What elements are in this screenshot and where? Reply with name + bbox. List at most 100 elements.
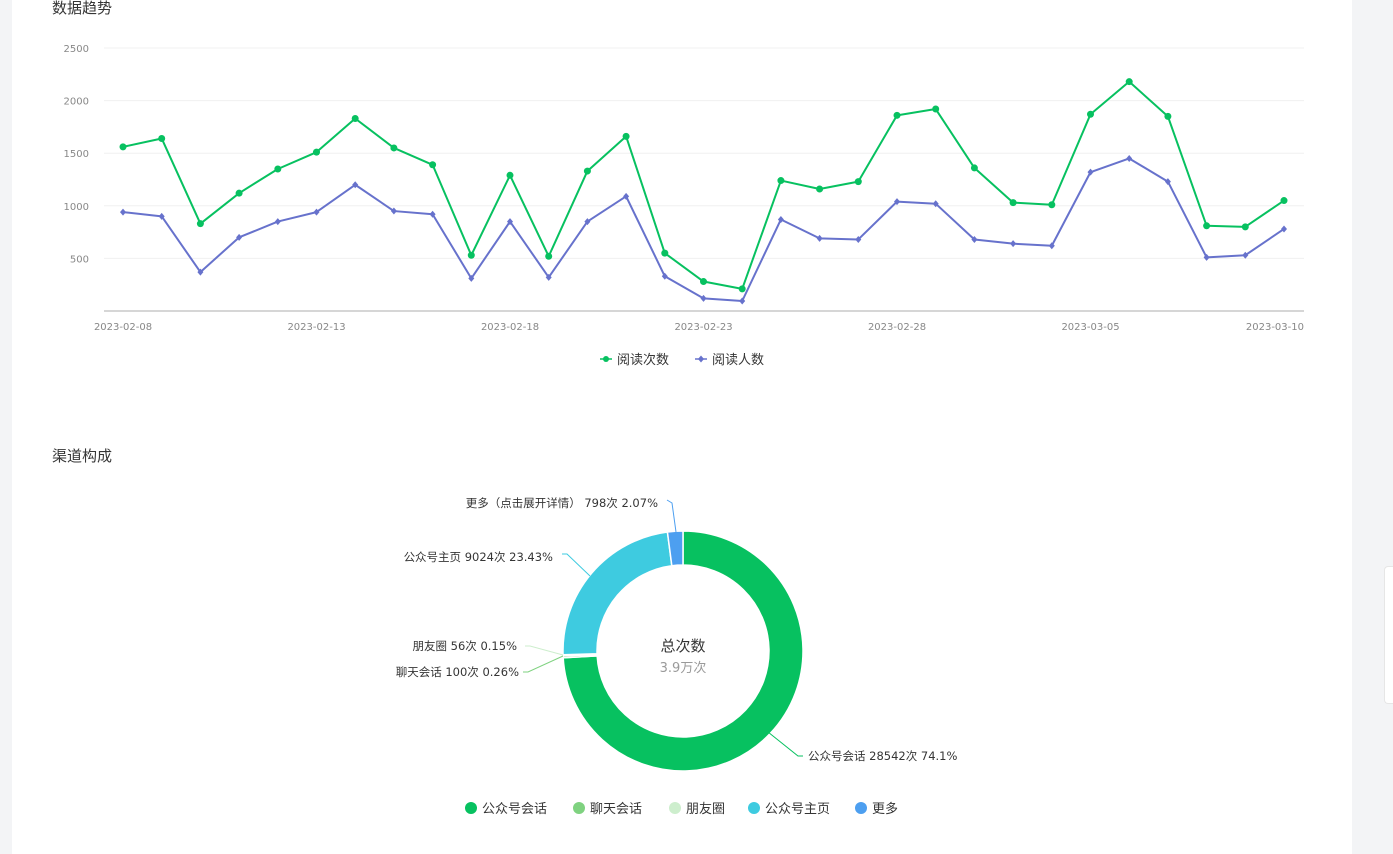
data-point <box>313 208 320 216</box>
legend-dot-2 <box>669 802 681 814</box>
data-point <box>1203 222 1211 230</box>
data-point <box>274 218 281 226</box>
data-point <box>700 294 707 302</box>
data-point <box>1242 251 1249 259</box>
data-point <box>700 278 707 286</box>
trend-section-title: 数据趋势 <box>52 0 113 17</box>
data-point <box>196 220 204 228</box>
legend-dot-3 <box>748 802 760 814</box>
x-tick-label: 2023-03-05 <box>1061 322 1119 333</box>
data-point <box>506 171 514 179</box>
label-leader-3 <box>562 553 591 577</box>
legend-label-2: 朋友圈 <box>686 801 725 817</box>
data-point <box>1125 78 1133 86</box>
data-point <box>120 208 126 216</box>
data-point <box>236 233 243 241</box>
y-tick-label: 2000 <box>64 97 89 108</box>
legend-marker-1 <box>698 355 704 363</box>
data-point <box>390 207 397 215</box>
x-tick-label: 2023-02-18 <box>481 322 539 333</box>
legend-label-1: 聊天会话 <box>590 802 642 817</box>
data-point <box>197 268 204 276</box>
channel-donut-chart: 公众号会话 28542次 74.1% 聊天会话 100次 0.26% 朋友圈 56次… <box>396 496 958 817</box>
legend-label-0: 阅读次数 <box>617 352 669 368</box>
data-point <box>429 210 436 218</box>
data-point <box>468 274 475 282</box>
x-tick-label: 2023-02-13 <box>287 322 345 333</box>
y-tick-label: 1000 <box>64 202 89 213</box>
side-drawer-tab[interactable] <box>1384 566 1393 704</box>
data-point <box>777 177 785 185</box>
data-point <box>893 111 901 119</box>
y-tick-label: 500 <box>70 254 89 265</box>
data-point <box>661 249 669 257</box>
data-point <box>235 189 243 197</box>
legend-label-3: 公众号主页 <box>765 802 830 817</box>
x-tick-label: 2023-02-23 <box>674 322 732 333</box>
label-leader-0 <box>767 731 803 757</box>
data-point <box>1087 168 1094 176</box>
data-point <box>777 215 784 223</box>
pie-slice-0 <box>562 530 804 772</box>
data-point <box>274 165 282 173</box>
label-leader-1 <box>523 655 564 673</box>
data-point <box>351 114 359 122</box>
data-point <box>738 285 746 293</box>
slice-label-4: 更多（点击展开详情） 798次 2.07% <box>466 496 658 510</box>
data-point <box>1048 201 1056 209</box>
legend-label-1: 阅读人数 <box>712 353 764 368</box>
data-point <box>1280 197 1288 205</box>
data-point <box>816 185 824 193</box>
legend-label-0: 公众号会话 <box>482 802 547 817</box>
data-point <box>970 164 978 172</box>
legend-dot-1 <box>573 802 585 814</box>
data-point <box>545 273 552 281</box>
data-point <box>583 167 591 175</box>
data-point <box>158 134 166 142</box>
data-point <box>623 192 630 200</box>
pie-slice-3 <box>562 531 673 656</box>
x-tick-label: 2023-02-08 <box>94 322 152 333</box>
data-point <box>932 105 940 113</box>
data-point <box>119 143 127 151</box>
data-point <box>1126 154 1133 162</box>
slice-label-2: 朋友圈 56次 0.15% <box>413 639 518 653</box>
data-point <box>1010 240 1017 248</box>
data-point <box>1164 112 1172 120</box>
slice-label-0: 公众号会话 28542次 74.1% <box>808 749 957 763</box>
data-point <box>1203 253 1210 261</box>
data-point <box>390 144 398 152</box>
label-leader-4 <box>666 499 677 533</box>
label-leader-2 <box>525 645 564 656</box>
data-point <box>1009 199 1017 207</box>
data-point <box>661 272 668 280</box>
x-tick-label: 2023-02-28 <box>868 322 926 333</box>
trend-line-chart: 500 1000 1500 2000 2500 2023-02-08 2023-02-13… <box>64 44 1304 368</box>
slice-label-3: 公众号主页 9024次 23.43% <box>404 550 553 564</box>
data-point <box>971 235 978 243</box>
data-point <box>1281 225 1287 233</box>
legend-label-4: 更多 <box>872 801 898 817</box>
x-tick-label: 2023-03-10 <box>1246 322 1304 333</box>
analytics-card: 数据趋势 渠道构成 <box>12 0 1352 854</box>
data-point <box>894 198 900 206</box>
donut-center-value: 3.9万次 <box>660 660 707 676</box>
data-point <box>313 148 320 156</box>
data-point <box>158 212 165 220</box>
data-point <box>1241 223 1249 231</box>
channels-section-title: 渠道构成 <box>52 447 113 465</box>
data-point <box>467 251 475 259</box>
data-point <box>622 132 630 140</box>
legend-marker-0 <box>603 356 609 362</box>
data-point <box>739 297 746 305</box>
data-point <box>855 235 862 243</box>
pie-slice-4 <box>666 530 684 567</box>
data-point <box>1087 110 1094 118</box>
data-point <box>352 181 359 189</box>
data-point <box>1164 178 1171 186</box>
y-tick-label: 2500 <box>64 44 89 55</box>
data-point <box>1048 242 1055 250</box>
data-point <box>816 234 823 242</box>
data-point <box>545 252 553 260</box>
legend-dot-4 <box>855 802 867 814</box>
